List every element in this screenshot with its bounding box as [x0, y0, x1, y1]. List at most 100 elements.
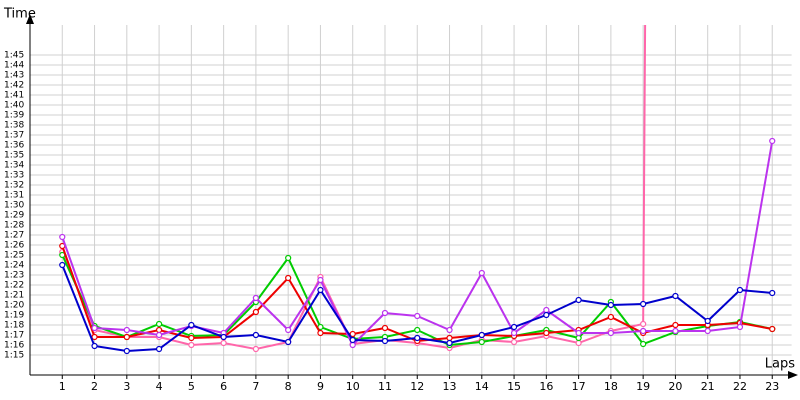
- point: [123, 333, 130, 341]
- x-tick-label: 2: [91, 380, 98, 393]
- point: [155, 345, 163, 353]
- x-tick-label: 22: [733, 380, 747, 393]
- point: [285, 254, 292, 262]
- x-tick-label: 15: [507, 380, 521, 393]
- y-tick-label: 1:41: [4, 91, 24, 101]
- point: [478, 338, 485, 346]
- x-tick-label: 1: [59, 380, 66, 393]
- y-tick-label: 1:21: [4, 291, 24, 301]
- point: [59, 261, 66, 269]
- point: [640, 340, 647, 348]
- point: [607, 313, 614, 321]
- point: [446, 339, 453, 347]
- point: [349, 330, 356, 338]
- x-tick-label: 17: [572, 380, 586, 393]
- point: [543, 311, 550, 319]
- point: [478, 269, 485, 277]
- y-tick-label: 1:42: [4, 81, 24, 91]
- point: [349, 341, 356, 349]
- y-tick-label: 1:16: [4, 341, 24, 351]
- y-tick-label: 1:44: [4, 61, 24, 71]
- point: [414, 334, 421, 342]
- y-axis-title: Time: [3, 7, 36, 22]
- x-tick-label: 18: [604, 380, 618, 393]
- x-tick-label: 6: [220, 380, 227, 393]
- point: [317, 276, 324, 284]
- x-axis-arrow: [788, 371, 798, 379]
- point: [188, 341, 195, 349]
- y-tick-label: 1:33: [4, 171, 24, 181]
- x-tick-label: 20: [668, 380, 682, 393]
- y-tick-label: 1:20: [4, 301, 24, 311]
- y-tick-label: 1:38: [4, 121, 24, 131]
- point: [123, 326, 130, 334]
- y-tick-label: 1:45: [4, 51, 24, 61]
- point: [510, 329, 518, 337]
- point: [414, 326, 421, 334]
- y-tick-label: 1:17: [4, 331, 24, 341]
- point: [446, 326, 453, 334]
- point: [607, 329, 614, 337]
- x-tick-label: 19: [636, 380, 650, 393]
- point: [510, 338, 518, 346]
- point: [381, 337, 389, 345]
- point: [349, 336, 356, 344]
- point: [672, 321, 679, 329]
- y-axis-arrow: [26, 14, 34, 24]
- point: [285, 326, 292, 334]
- point: [155, 326, 163, 334]
- y-tick-label: 1:29: [4, 211, 24, 221]
- point: [381, 324, 389, 332]
- y-tick-label: 1:19: [4, 311, 24, 321]
- x-tick-label: 3: [123, 380, 130, 393]
- y-tick-label: 1:43: [4, 71, 24, 81]
- point: [155, 331, 163, 339]
- point: [510, 323, 518, 331]
- point: [769, 325, 776, 333]
- y-tick-label: 1:27: [4, 231, 24, 241]
- point: [252, 345, 259, 353]
- point: [317, 286, 324, 294]
- point: [317, 329, 324, 337]
- point: [575, 329, 582, 337]
- y-tick-label: 1:40: [4, 101, 24, 111]
- point: [220, 333, 227, 341]
- point: [575, 334, 582, 342]
- point: [736, 286, 744, 294]
- x-tick-label: 11: [378, 380, 392, 393]
- y-tick-label: 1:36: [4, 141, 24, 151]
- point: [672, 327, 679, 335]
- point: [252, 331, 259, 339]
- x-tick-label: 16: [539, 380, 553, 393]
- point: [769, 289, 776, 297]
- point: [91, 342, 98, 350]
- series-line: [61, 25, 647, 351]
- y-tick-label: 1:37: [4, 131, 24, 141]
- x-tick-label: 13: [443, 380, 457, 393]
- point: [414, 312, 421, 320]
- plot-area: [59, 25, 776, 355]
- y-tick-label: 1:18: [4, 321, 24, 331]
- y-tick-label: 1:25: [4, 251, 24, 261]
- point: [123, 347, 130, 355]
- point: [575, 296, 582, 304]
- point: [607, 301, 614, 309]
- x-axis-title: Laps: [765, 357, 795, 372]
- point: [381, 309, 389, 317]
- y-tick-label: 1:35: [4, 151, 24, 161]
- point: [704, 317, 711, 325]
- point: [478, 331, 485, 339]
- point: [59, 233, 66, 241]
- point: [543, 306, 550, 314]
- y-tick-label: 1:22: [4, 281, 24, 291]
- x-tick-label: 9: [317, 380, 324, 393]
- point: [640, 300, 647, 308]
- point: [769, 137, 776, 145]
- point: [543, 329, 550, 337]
- point: [220, 339, 227, 347]
- point: [446, 334, 453, 342]
- x-tick-label: 4: [156, 380, 163, 393]
- point: [704, 327, 711, 335]
- point: [188, 334, 195, 342]
